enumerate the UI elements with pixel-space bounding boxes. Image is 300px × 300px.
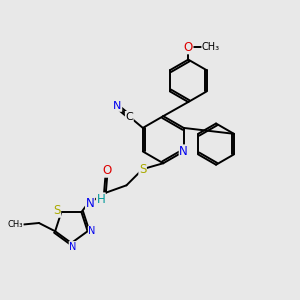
Text: N: N bbox=[85, 197, 94, 210]
Text: N: N bbox=[88, 226, 96, 236]
Text: N: N bbox=[113, 101, 122, 111]
Text: CH₃: CH₃ bbox=[8, 220, 23, 229]
Text: S: S bbox=[53, 204, 61, 217]
Text: N: N bbox=[69, 242, 76, 252]
Text: CH₃: CH₃ bbox=[202, 42, 220, 52]
Text: O: O bbox=[103, 164, 112, 177]
Text: N: N bbox=[179, 145, 188, 158]
Text: H: H bbox=[97, 193, 105, 206]
Text: C: C bbox=[125, 112, 133, 122]
Text: S: S bbox=[139, 163, 146, 176]
Text: O: O bbox=[184, 41, 193, 54]
